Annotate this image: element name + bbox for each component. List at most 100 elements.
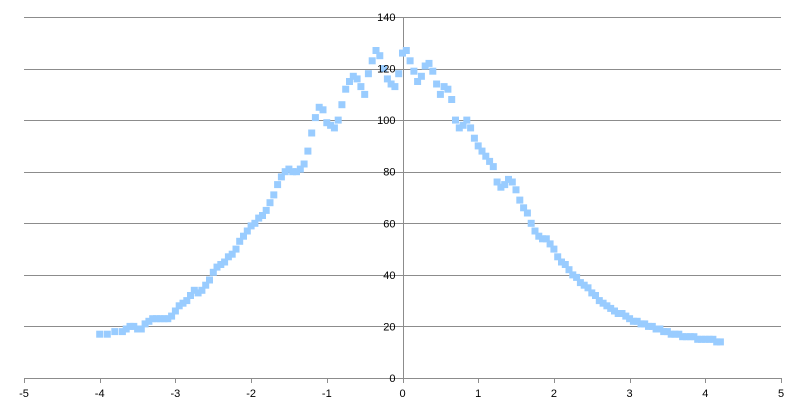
x-tick-label: 2 — [551, 388, 557, 400]
data-point — [183, 297, 191, 305]
data-point — [679, 333, 687, 341]
data-point — [156, 315, 164, 323]
data-point — [171, 307, 179, 315]
data-point — [391, 83, 399, 91]
data-point — [592, 292, 599, 299]
data-point — [319, 106, 327, 114]
data-point — [463, 116, 471, 124]
data-point — [656, 325, 664, 333]
data-point — [569, 271, 577, 279]
data-point — [274, 181, 282, 189]
data-point — [546, 240, 554, 248]
data-point — [501, 181, 509, 189]
data-point — [459, 121, 467, 129]
data-point — [588, 289, 596, 297]
data-point — [293, 168, 300, 176]
data-point — [508, 178, 516, 186]
data-point — [478, 147, 486, 155]
data-point — [599, 299, 607, 307]
data-point — [421, 62, 429, 70]
data-point — [622, 312, 630, 320]
data-point — [387, 80, 395, 88]
data-point — [467, 124, 475, 132]
x-tick-label: 1 — [475, 388, 481, 400]
data-point — [652, 325, 660, 333]
data-point — [690, 333, 698, 341]
data-point — [573, 273, 581, 281]
data-point — [122, 325, 130, 333]
data-point — [353, 75, 361, 83]
data-point — [641, 320, 649, 328]
data-point — [709, 335, 717, 343]
data-point — [334, 116, 342, 124]
data-point — [660, 328, 668, 336]
data-point — [429, 67, 437, 75]
data-point — [281, 168, 289, 176]
y-tick-label: 120 — [377, 64, 395, 76]
data-point — [505, 175, 512, 183]
data-point — [554, 253, 562, 261]
data-point — [565, 266, 573, 274]
data-point — [637, 320, 645, 328]
data-point — [323, 119, 331, 127]
data-point — [698, 335, 705, 343]
data-point — [255, 214, 263, 222]
data-point — [289, 168, 297, 176]
data-point — [675, 330, 683, 338]
data-point — [202, 281, 210, 289]
data-point — [436, 90, 444, 98]
data-point — [259, 212, 266, 219]
data-point — [130, 322, 138, 330]
data-point — [126, 322, 134, 330]
data-point — [368, 57, 376, 65]
data-point — [240, 232, 247, 240]
data-point — [558, 258, 565, 266]
axes — [24, 17, 782, 383]
data-point — [342, 85, 350, 93]
data-point — [380, 65, 388, 73]
data-point — [395, 70, 403, 78]
y-tick-label: 60 — [383, 218, 395, 230]
data-point — [410, 67, 418, 75]
data-point — [694, 335, 702, 343]
data-point — [346, 78, 353, 85]
data-point — [470, 134, 478, 142]
data-point — [614, 310, 622, 317]
data-point — [164, 315, 172, 323]
data-point — [607, 304, 615, 312]
data-point — [311, 114, 319, 122]
data-point — [277, 173, 285, 181]
data-point — [349, 72, 357, 80]
data-point — [221, 258, 229, 266]
data-point — [482, 152, 490, 160]
data-point — [247, 222, 255, 230]
data-point — [228, 250, 236, 258]
data-point — [667, 330, 675, 338]
data-point — [497, 183, 505, 191]
data-point — [486, 157, 494, 165]
data-point — [118, 328, 126, 336]
data-point — [686, 333, 694, 341]
data-point — [633, 317, 641, 325]
data-point — [584, 284, 592, 292]
data-point — [262, 206, 270, 214]
data-point — [531, 227, 539, 235]
data-point — [629, 317, 637, 325]
x-tick-label: -3 — [171, 388, 181, 400]
data-point — [270, 191, 278, 199]
data-point — [103, 330, 111, 338]
data-point — [425, 59, 433, 67]
data-point — [153, 315, 160, 323]
data-point — [527, 219, 535, 227]
data-point — [304, 147, 312, 155]
data-point — [315, 103, 323, 111]
data-point — [535, 232, 543, 240]
data-point — [663, 328, 671, 336]
data-point — [671, 330, 679, 338]
data-point — [251, 219, 259, 227]
data-point — [603, 302, 611, 310]
data-point — [236, 237, 244, 245]
data-point — [645, 322, 652, 330]
